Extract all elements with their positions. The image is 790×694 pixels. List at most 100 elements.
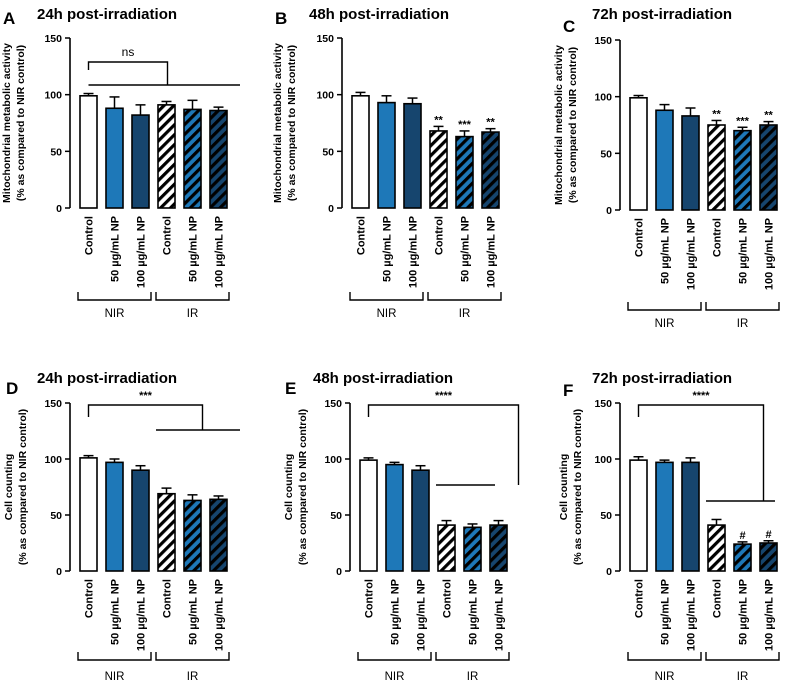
panel-b-group-label-nir: NIR: [377, 308, 397, 320]
panel-b-bar-3: [403, 102, 422, 209]
panel-c-ylabel-line1: Mitochondrial metabolic activity: [553, 45, 565, 205]
panel-f-bar-2: [655, 461, 674, 572]
panel-a-category-1: Control: [84, 216, 96, 255]
panel-e-bar-6: [489, 524, 508, 572]
panel-f-ytick-label-150: 150: [594, 398, 612, 410]
panel-d-ytick-label-100: 100: [44, 454, 62, 466]
panel-b-ylabel-line1: Mitochondrial metabolic activity: [272, 43, 284, 203]
panel-a-category-4: Control: [162, 216, 174, 255]
panel-d-ylabel-line1: Cell counting: [3, 454, 15, 521]
panel-a-group-bracket-ir: [155, 292, 230, 301]
panel-f-bar-3: [681, 461, 700, 572]
panel-a-bar-5: [183, 108, 202, 209]
panel-d-ytick-label-50: 50: [50, 510, 62, 522]
panel-d-ylabel-line2: (% as compared to NIR control): [17, 409, 29, 565]
panel-c-bar-1: [629, 97, 648, 211]
panel-a-title: 24h post-irradiation: [37, 6, 177, 23]
panel-c-bar-4: [707, 124, 726, 211]
panel-a-bar-4: [157, 104, 176, 209]
panel-c-category-4: Control: [712, 218, 724, 257]
panel-c-bar-annotation-5: ***: [736, 115, 750, 127]
panel-c-category-5: 50 µg/mL NP: [738, 218, 750, 284]
panel-a-bar-2: [105, 107, 124, 209]
panel-f-bar-4: [707, 524, 726, 572]
panel-b-category-6: 100 µg/mL NP: [486, 216, 498, 288]
panel-c-group-label-ir: IR: [737, 318, 749, 330]
panel-c-letter: C: [563, 17, 575, 36]
panel-e-group-label-ir: IR: [467, 671, 479, 683]
panel-f-bar-5: [733, 543, 752, 572]
panel-e-title: 48h post-irradiation: [313, 370, 453, 387]
panel-d-group-label-ir: IR: [187, 671, 199, 683]
panel-f-category-6: 100 µg/mL NP: [764, 579, 776, 651]
panel-e-group-bracket-ir: [435, 652, 510, 661]
panel-f-significance-label: ****: [692, 390, 710, 402]
panel-e-category-1: Control: [364, 579, 376, 618]
panel-f-category-3: 100 µg/mL NP: [686, 579, 698, 651]
panel-f-group-bracket-ir: [705, 652, 780, 661]
panel-f-group-label-nir: NIR: [655, 671, 675, 683]
panel-b-group-bracket-ir: [427, 292, 502, 301]
panel-a-ylabel-line1: Mitochondrial metabolic activity: [1, 43, 13, 203]
panel-d-ytick-label-0: 0: [56, 566, 62, 578]
panel-b-category-4: Control: [434, 216, 446, 255]
panel-e-category-3: 100 µg/mL NP: [416, 579, 428, 651]
panel-b-group-label-ir: IR: [459, 308, 471, 320]
panel-c-group-label-nir: NIR: [655, 318, 675, 330]
panel-e-ytick-label-100: 100: [324, 454, 342, 466]
panel-c-ytick-label-0: 0: [606, 205, 612, 217]
panel-f-ytick-label-0: 0: [606, 566, 612, 578]
panel-f-category-4: Control: [712, 579, 724, 618]
panel-c-bar-5: [733, 129, 752, 211]
panel-f-bar-annotation-6: #: [765, 529, 771, 541]
panel-c-category-3: 100 µg/mL NP: [686, 218, 698, 290]
panel-b-ytick-label-150: 150: [316, 33, 334, 45]
panel-a-ytick-label-150: 150: [44, 33, 62, 45]
panel-a-category-3: 100 µg/mL NP: [136, 216, 148, 288]
panel-a-group-label-nir: NIR: [105, 308, 125, 320]
panel-e-ylabel-line2: (% as compared to NIR control): [297, 409, 309, 565]
panel-d-title: 24h post-irradiation: [37, 370, 177, 387]
panel-b-bar-annotation-6: **: [486, 117, 495, 129]
panel-e-ytick-label-50: 50: [330, 510, 342, 522]
panel-a-group-label-ir: IR: [187, 308, 199, 320]
panel-a-category-5: 50 µg/mL NP: [188, 216, 200, 282]
panel-c-ytick-label-100: 100: [594, 92, 612, 104]
panel-b-category-3: 100 µg/mL NP: [408, 216, 420, 288]
panel-b-bar-4: [429, 130, 448, 209]
panel-e-ytick-label-150: 150: [324, 398, 342, 410]
panel-e-bar-2: [385, 463, 404, 572]
panel-d-significance-label: ***: [139, 390, 153, 402]
panel-c-bar-3: [681, 115, 700, 211]
panel-b-ylabel-line2: (% as compared to NIR control): [286, 45, 298, 201]
panel-a-group-bracket-nir: [77, 292, 152, 301]
panel-b-letter: B: [275, 9, 287, 28]
panel-f-ylabel-line1: Cell counting: [558, 454, 570, 521]
panel-f-category-1: Control: [634, 579, 646, 618]
panel-a-category-6: 100 µg/mL NP: [214, 216, 226, 288]
panel-b-category-2: 50 µg/mL NP: [382, 216, 394, 282]
panel-a-bar-1: [79, 95, 98, 209]
panel-e-category-2: 50 µg/mL NP: [390, 579, 402, 645]
panel-d-bar-4: [157, 492, 176, 572]
panel-f-category-2: 50 µg/mL NP: [660, 579, 672, 645]
panel-d-category-3: 100 µg/mL NP: [136, 579, 148, 651]
panel-c-category-1: Control: [634, 218, 646, 257]
panel-d-bar-2: [105, 461, 124, 572]
panel-a-significance-bracket: [87, 61, 169, 85]
panel-b-bar-annotation-5: ***: [458, 119, 472, 131]
panel-c-bar-annotation-4: **: [712, 108, 721, 120]
panel-b-ytick-label-50: 50: [322, 146, 334, 158]
panel-d-category-4: Control: [162, 579, 174, 618]
panel-e-significance-bracket: [367, 404, 520, 485]
panel-d-category-6: 100 µg/mL NP: [214, 579, 226, 651]
panel-a-category-2: 50 µg/mL NP: [110, 216, 122, 282]
panel-d-letter: D: [6, 379, 18, 398]
panel-e-bar-5: [463, 526, 482, 572]
panel-b-bar-2: [377, 101, 396, 209]
panel-c-ytick-label-150: 150: [594, 35, 612, 47]
panel-d-group-bracket-nir: [77, 652, 152, 661]
panel-e-significance-label: ****: [435, 390, 453, 402]
panel-d-category-2: 50 µg/mL NP: [110, 579, 122, 645]
